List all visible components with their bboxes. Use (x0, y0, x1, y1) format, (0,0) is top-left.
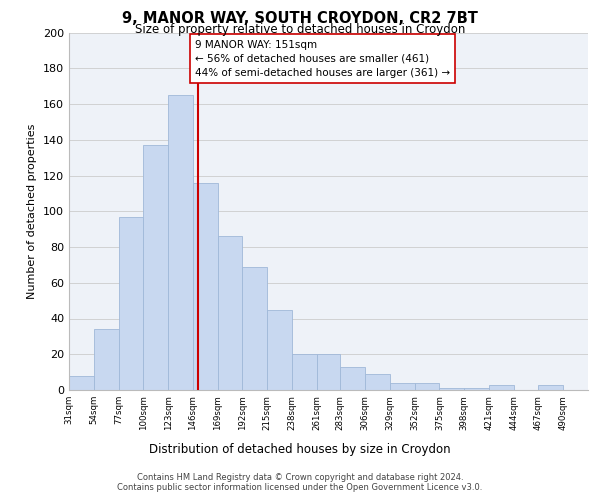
Bar (94, 329, 119, 390)
Bar (292, 354, 317, 390)
Text: Distribution of detached houses by size in Croydon: Distribution of detached houses by size … (149, 442, 451, 456)
Bar (267, 310, 292, 390)
Text: Size of property relative to detached houses in Croydon: Size of property relative to detached ho… (135, 22, 465, 36)
Bar (415, 383, 439, 390)
Y-axis label: Number of detached properties: Number of detached properties (28, 124, 37, 299)
Bar (538, 384, 563, 390)
Bar (439, 388, 464, 390)
Bar (390, 383, 415, 390)
Bar (119, 216, 143, 390)
Bar (365, 374, 390, 390)
Bar (193, 182, 218, 390)
Bar (464, 388, 489, 390)
Bar (340, 367, 365, 390)
Bar (489, 384, 514, 390)
Bar (69, 376, 94, 390)
Bar (168, 95, 193, 390)
Text: 9, MANOR WAY, SOUTH CROYDON, CR2 7BT: 9, MANOR WAY, SOUTH CROYDON, CR2 7BT (122, 11, 478, 26)
Text: Contains HM Land Registry data © Crown copyright and database right 2024.: Contains HM Land Registry data © Crown c… (137, 472, 463, 482)
Bar (218, 236, 242, 390)
Bar (317, 354, 340, 390)
Bar (143, 145, 168, 390)
Text: Contains public sector information licensed under the Open Government Licence v3: Contains public sector information licen… (118, 482, 482, 492)
Bar (242, 266, 267, 390)
Text: 9 MANOR WAY: 151sqm
← 56% of detached houses are smaller (461)
44% of semi-detac: 9 MANOR WAY: 151sqm ← 56% of detached ho… (195, 40, 450, 78)
